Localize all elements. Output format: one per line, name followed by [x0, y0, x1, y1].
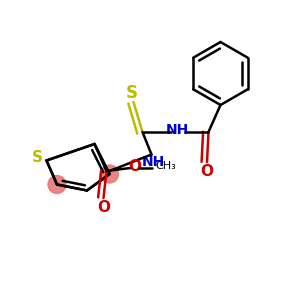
Text: S: S	[32, 150, 43, 165]
Text: O: O	[97, 200, 110, 215]
Text: CH₃: CH₃	[155, 161, 176, 172]
Text: NH: NH	[165, 124, 189, 137]
Text: O: O	[128, 159, 142, 174]
Text: O: O	[200, 164, 214, 179]
Text: S: S	[126, 84, 138, 102]
Circle shape	[48, 176, 66, 194]
Text: NH: NH	[141, 155, 165, 169]
Circle shape	[100, 165, 118, 183]
